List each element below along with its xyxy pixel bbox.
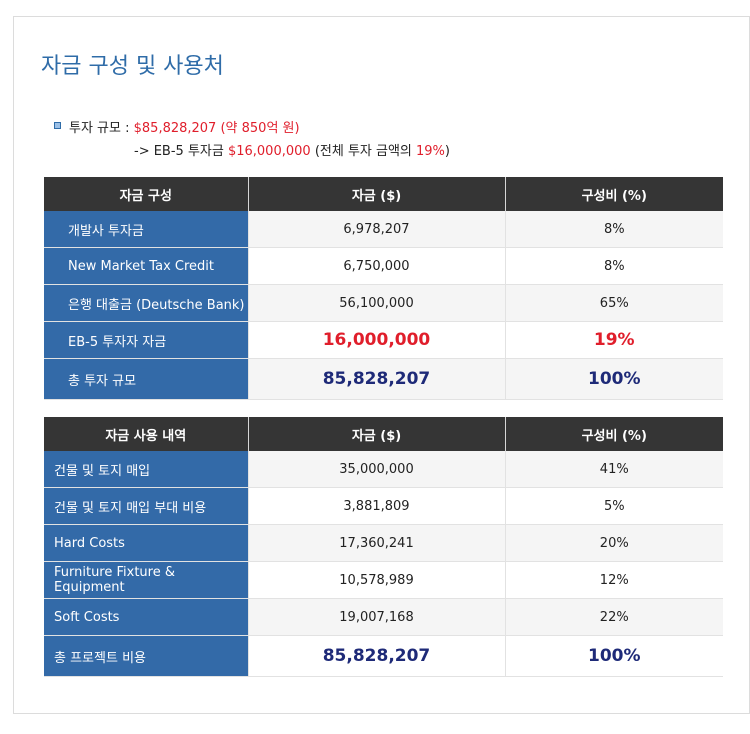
row-label: Soft Costs (44, 598, 249, 636)
table-row: Hard Costs 17,360,241 20% (44, 524, 723, 562)
eb5-mid: (전체 투자 금액의 (310, 144, 417, 159)
row-amount: 85,828,207 (248, 635, 506, 677)
table-row-total: 총 투자 규모 85,828,207 100% (44, 358, 723, 400)
header-fund-composition: 자금 구성 (44, 177, 249, 211)
row-amount: 35,000,000 (248, 451, 506, 488)
row-ratio: 41% (505, 451, 723, 488)
row-ratio: 12% (505, 561, 723, 599)
row-ratio: 8% (505, 247, 723, 285)
header-fund-usage: 자금 사용 내역 (44, 417, 249, 451)
row-ratio: 22% (505, 598, 723, 636)
fund-composition-table: 자금 구성 자금 ($) 구성비 (%) 개발사 투자금 6,978,207 8… (44, 177, 723, 400)
summary-total-value: $85,828,207 (약 850억 원) (133, 121, 300, 136)
eb5-percent: 19% (416, 144, 445, 159)
table-row: Soft Costs 19,007,168 22% (44, 598, 723, 636)
eb5-prefix: -> EB-5 투자금 (134, 144, 228, 159)
row-label: EB-5 투자자 자금 (44, 321, 249, 359)
row-ratio: 5% (505, 487, 723, 525)
row-ratio: 100% (505, 358, 723, 400)
page-title: 자금 구성 및 사용처 (41, 54, 224, 79)
row-ratio: 100% (505, 635, 723, 677)
header-ratio: 구성비 (%) (505, 177, 723, 211)
row-amount: 3,881,809 (248, 487, 506, 525)
table-row: 개발사 투자금 6,978,207 8% (44, 211, 723, 248)
fund-usage-table: 자금 사용 내역 자금 ($) 구성비 (%) 건물 및 토지 매입 35,00… (44, 417, 723, 677)
header-amount: 자금 ($) (248, 417, 506, 451)
row-amount: 19,007,168 (248, 598, 506, 636)
header-amount: 자금 ($) (248, 177, 506, 211)
row-label: 개발사 투자금 (44, 211, 249, 248)
row-ratio: 19% (505, 321, 723, 359)
table-row-total: 총 프로젝트 비용 85,828,207 100% (44, 635, 723, 677)
row-label: 건물 및 토지 매입 (44, 451, 249, 488)
table-header-row: 자금 사용 내역 자금 ($) 구성비 (%) (44, 417, 723, 451)
header-ratio: 구성비 (%) (505, 417, 723, 451)
row-amount: 16,000,000 (248, 321, 506, 359)
table-row: 은행 대출금 (Deutsche Bank) 56,100,000 65% (44, 284, 723, 322)
row-amount: 10,578,989 (248, 561, 506, 599)
summary-line-2: -> EB-5 투자금 $16,000,000 (전체 투자 금액의 19%) (54, 140, 450, 163)
eb5-amount: $16,000,000 (227, 144, 311, 159)
row-amount: 85,828,207 (248, 358, 506, 400)
row-label: Furniture Fixture & Equipment (44, 561, 249, 599)
row-label: Hard Costs (44, 524, 249, 562)
summary-label: 투자 규모 : (69, 121, 134, 136)
table-row-eb5: EB-5 투자자 자금 16,000,000 19% (44, 321, 723, 359)
row-label: 은행 대출금 (Deutsche Bank) (44, 284, 249, 322)
row-ratio: 8% (505, 211, 723, 248)
table-row: 건물 및 토지 매입 부대 비용 3,881,809 5% (44, 487, 723, 525)
row-ratio: 20% (505, 524, 723, 562)
summary-line-1: 투자 규모 : $85,828,207 (약 850억 원) (54, 117, 450, 140)
table-header-row: 자금 구성 자금 ($) 구성비 (%) (44, 177, 723, 211)
row-amount: 17,360,241 (248, 524, 506, 562)
table-row: 건물 및 토지 매입 35,000,000 41% (44, 451, 723, 488)
eb5-suffix: ) (444, 144, 450, 159)
square-bullet-icon (54, 122, 61, 129)
table-row: Furniture Fixture & Equipment 10,578,989… (44, 561, 723, 599)
row-label: 총 프로젝트 비용 (44, 635, 249, 677)
row-ratio: 65% (505, 284, 723, 322)
row-label: New Market Tax Credit (44, 247, 249, 285)
investment-summary: 투자 규모 : $85,828,207 (약 850억 원) -> EB-5 투… (54, 117, 450, 163)
row-amount: 6,750,000 (248, 247, 506, 285)
table-row: New Market Tax Credit 6,750,000 8% (44, 247, 723, 285)
row-amount: 56,100,000 (248, 284, 506, 322)
row-amount: 6,978,207 (248, 211, 506, 248)
row-label: 건물 및 토지 매입 부대 비용 (44, 487, 249, 525)
row-label: 총 투자 규모 (44, 358, 249, 400)
